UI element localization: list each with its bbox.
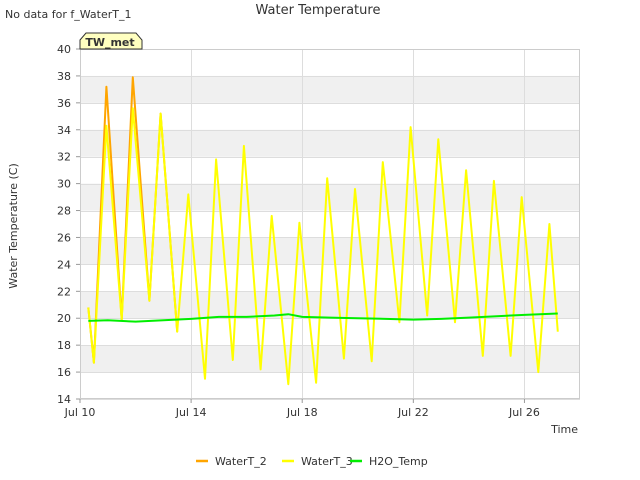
x-tick-label: Jul 22 xyxy=(397,406,429,419)
y-tick-label: 32 xyxy=(57,151,71,164)
y-axis-label: Water Temperature (C) xyxy=(7,163,20,288)
y-tick-label: 36 xyxy=(57,97,71,110)
series-lines xyxy=(87,76,559,386)
y-tick-label: 30 xyxy=(57,178,71,191)
site-badge-label: TW_met xyxy=(85,36,134,49)
y-tick-label: 38 xyxy=(57,70,71,83)
y-tick-label: 28 xyxy=(57,205,71,218)
no-data-note: No data for f_WaterT_1 xyxy=(5,8,131,21)
legend-label-watert-3: WaterT_3 xyxy=(301,455,353,468)
x-tick-label: Jul 14 xyxy=(175,406,207,419)
grid-band xyxy=(80,345,580,373)
x-tick-label: Jul 18 xyxy=(286,406,318,419)
grid-band xyxy=(80,75,580,103)
grid-band xyxy=(80,291,580,319)
grid-bands xyxy=(80,75,580,373)
legend: WaterT_2 WaterT_3 H2O_Temp xyxy=(196,455,428,468)
y-tick-label: 18 xyxy=(57,339,71,352)
y-axis: 14 16 18 20 22 24 26 28 30 32 34 36 38 40 xyxy=(57,43,80,406)
y-tick-label: 16 xyxy=(57,366,71,379)
x-axis-label: Time xyxy=(550,423,578,436)
y-tick-label: 22 xyxy=(57,285,71,298)
x-tick-label: Jul 26 xyxy=(508,406,540,419)
y-tick-label: 26 xyxy=(57,231,71,244)
chart-title: Water Temperature xyxy=(256,3,381,18)
legend-label-h2o-temp: H2O_Temp xyxy=(369,455,428,468)
grid-band xyxy=(80,237,580,265)
site-badge: TW_met xyxy=(79,32,143,50)
y-tick-label: 40 xyxy=(57,43,71,56)
x-axis: Jul 10 Jul 14 Jul 18 Jul 22 Jul 26 xyxy=(64,399,540,419)
y-tick-label: 34 xyxy=(57,124,71,137)
grid-band xyxy=(80,129,580,157)
y-tick-label: 14 xyxy=(57,393,71,406)
series-line-h2o-temp xyxy=(88,312,558,323)
plot-frame xyxy=(80,49,580,399)
legend-label-watert-2: WaterT_2 xyxy=(215,455,267,468)
series-line-watert-3 xyxy=(87,107,559,386)
x-tick-label: Jul 10 xyxy=(64,406,96,419)
y-tick-label: 20 xyxy=(57,312,71,325)
y-tick-label: 24 xyxy=(57,258,71,271)
